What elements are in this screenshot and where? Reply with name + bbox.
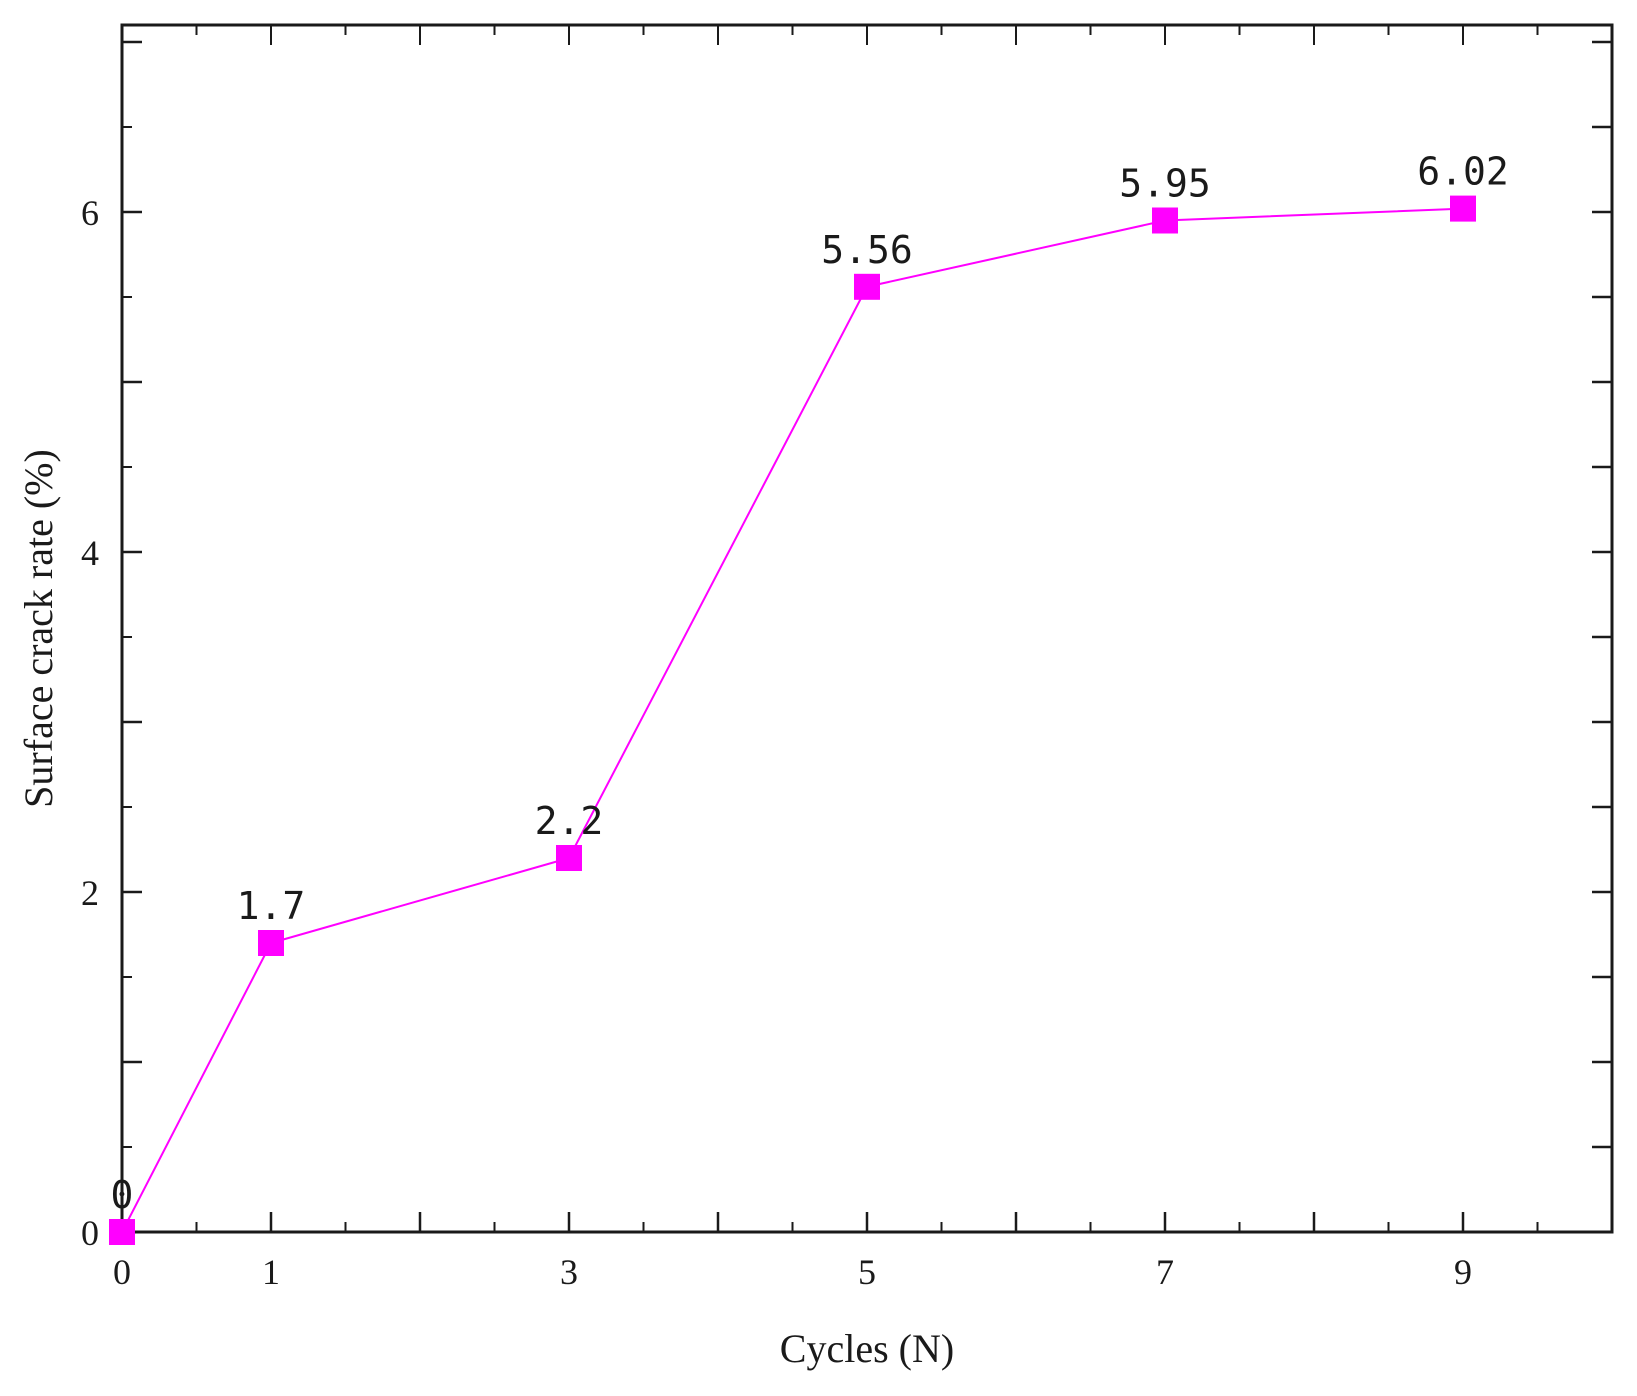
- data-label: 6.02: [1417, 150, 1509, 194]
- x-tick-label: 3: [560, 1252, 578, 1292]
- plot-frame: [120, 23, 1614, 1234]
- data-label: 5.56: [821, 228, 913, 272]
- x-tick-label: 9: [1454, 1252, 1472, 1292]
- x-tick-label: 0: [113, 1252, 131, 1292]
- series-line: [121, 207, 1464, 1233]
- x-tick-label: 5: [858, 1252, 876, 1292]
- data-point-marker: [556, 845, 582, 871]
- data-point-marker: [258, 930, 284, 956]
- y-tick-label: 4: [81, 533, 99, 573]
- labels-layer: 0 1.7 2.2 5.56 5.95 6.02: [111, 150, 1509, 1217]
- data-label: 2.2: [535, 799, 604, 843]
- x-tick-label: 7: [1156, 1252, 1174, 1292]
- data-label: 5.95: [1119, 162, 1211, 206]
- y-tick-label: 6: [81, 193, 99, 233]
- data-point-marker: [1152, 207, 1178, 234]
- data-point-marker: [1450, 195, 1476, 222]
- data-label: 0: [111, 1173, 134, 1217]
- series-layer: [109, 195, 1476, 1245]
- data-label: 1.7: [237, 884, 306, 928]
- x-axis-title: Cycles (N): [780, 1326, 954, 1371]
- ticks-layer: 0 1 3 5 7 9 0 2 4 6: [81, 25, 1614, 1292]
- x-tick-label: 1: [262, 1252, 280, 1292]
- data-point-marker: [854, 273, 880, 300]
- y-tick-label: 2: [81, 873, 99, 913]
- data-point-marker: [109, 1219, 135, 1245]
- y-tick-label: 0: [81, 1213, 99, 1253]
- y-axis-title: Surface crack rate (%): [16, 449, 61, 808]
